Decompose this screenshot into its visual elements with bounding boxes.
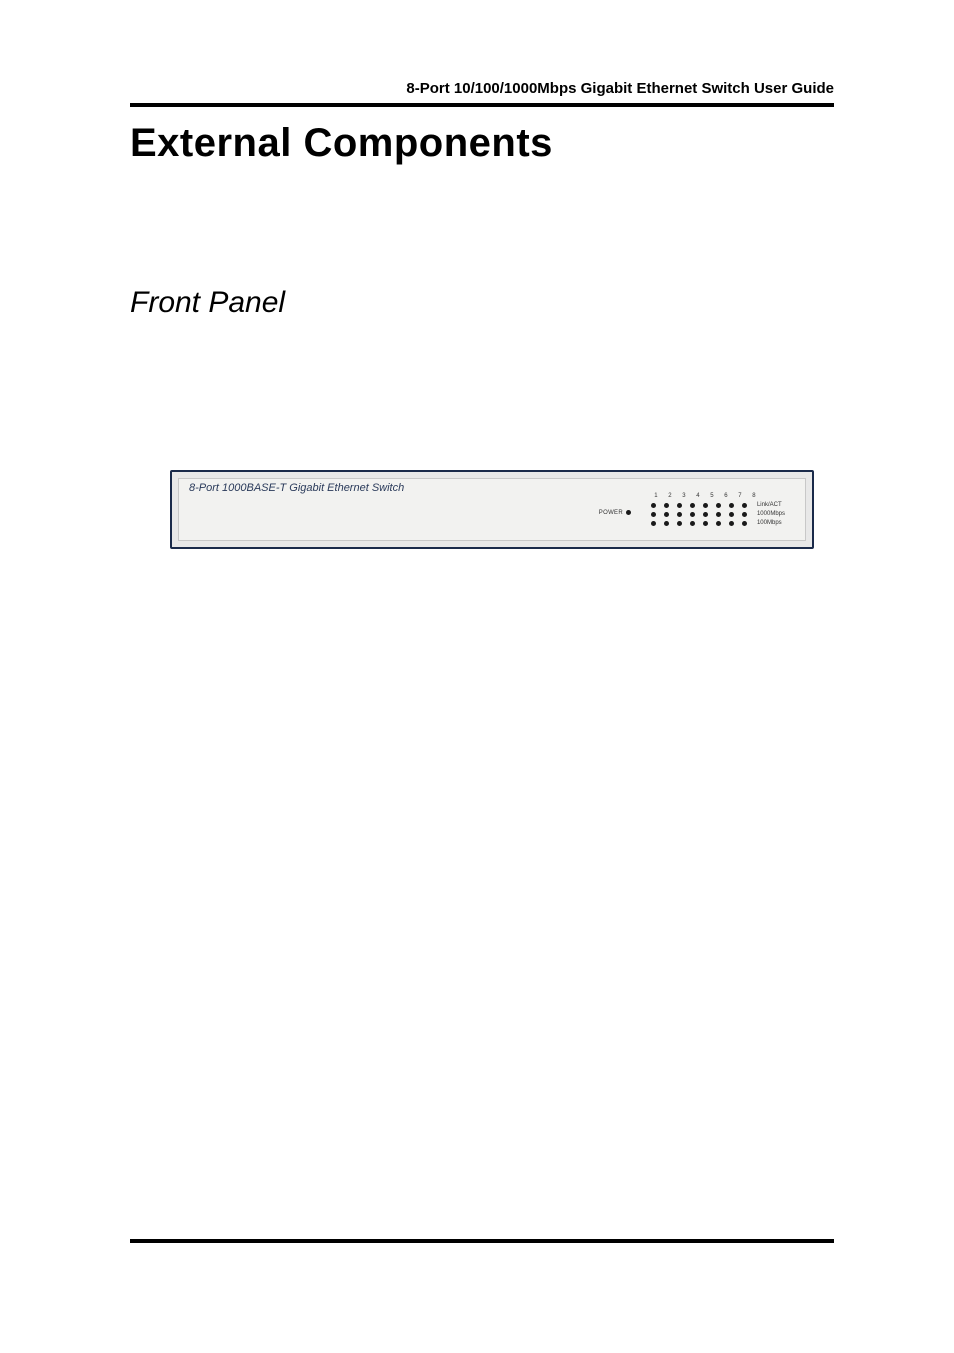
- power-label: POWER: [599, 510, 623, 516]
- led-icon: [729, 503, 734, 508]
- port-number: 2: [667, 493, 673, 499]
- led-icon: [690, 512, 695, 517]
- power-indicator: POWER: [599, 510, 631, 516]
- port-number: 3: [681, 493, 687, 499]
- port-number: 8: [751, 493, 757, 499]
- led-row-label: 100Mbps: [757, 520, 782, 526]
- led-row-100: 100Mbps: [651, 520, 785, 526]
- led-icon: [703, 521, 708, 526]
- led-icon: [703, 503, 708, 508]
- led-icon: [729, 512, 734, 517]
- led-icon: [677, 503, 682, 508]
- led-row-label: Link/ACT: [757, 502, 782, 508]
- led-icon: [651, 521, 656, 526]
- led-icon: [677, 512, 682, 517]
- section-title: Front Panel: [130, 286, 834, 320]
- led-icon: [677, 521, 682, 526]
- chapter-title: External Components: [130, 121, 834, 166]
- led-row-1000: 1000Mbps: [651, 511, 785, 517]
- led-icon: [664, 503, 669, 508]
- led-icon: [716, 521, 721, 526]
- port-number: 5: [709, 493, 715, 499]
- led-icon: [742, 521, 747, 526]
- led-icon: [664, 521, 669, 526]
- switch-panel-inner: 8-Port 1000BASE-T Gigabit Ethernet Switc…: [178, 478, 806, 541]
- port-number: 4: [695, 493, 701, 499]
- switch-panel: 8-Port 1000BASE-T Gigabit Ethernet Switc…: [170, 470, 814, 549]
- led-icon: [716, 503, 721, 508]
- led-icon: [651, 503, 656, 508]
- port-number: 7: [737, 493, 743, 499]
- led-icon: [742, 503, 747, 508]
- led-icon: [742, 512, 747, 517]
- footer-rule: [130, 1239, 834, 1243]
- led-block: POWER 1 2 3 4 5 6 7 8: [599, 493, 785, 526]
- led-row-linkact: Link/ACT: [651, 502, 785, 508]
- led-icon: [716, 512, 721, 517]
- led-icon: [690, 503, 695, 508]
- led-icon: [651, 512, 656, 517]
- port-led-grid: 1 2 3 4 5 6 7 8: [651, 493, 785, 526]
- front-panel-figure: 8-Port 1000BASE-T Gigabit Ethernet Switc…: [170, 470, 814, 549]
- panel-product-label: 8-Port 1000BASE-T Gigabit Ethernet Switc…: [189, 482, 404, 494]
- port-number: 6: [723, 493, 729, 499]
- led-icon: [690, 521, 695, 526]
- port-number: 1: [653, 493, 659, 499]
- led-icon: [729, 521, 734, 526]
- led-row-label: 1000Mbps: [757, 511, 785, 517]
- led-icon: [664, 512, 669, 517]
- port-number-row: 1 2 3 4 5 6 7 8: [651, 493, 785, 499]
- led-icon: [703, 512, 708, 517]
- running-header: 8-Port 10/100/1000Mbps Gigabit Ethernet …: [130, 80, 834, 107]
- power-led-icon: [626, 510, 631, 515]
